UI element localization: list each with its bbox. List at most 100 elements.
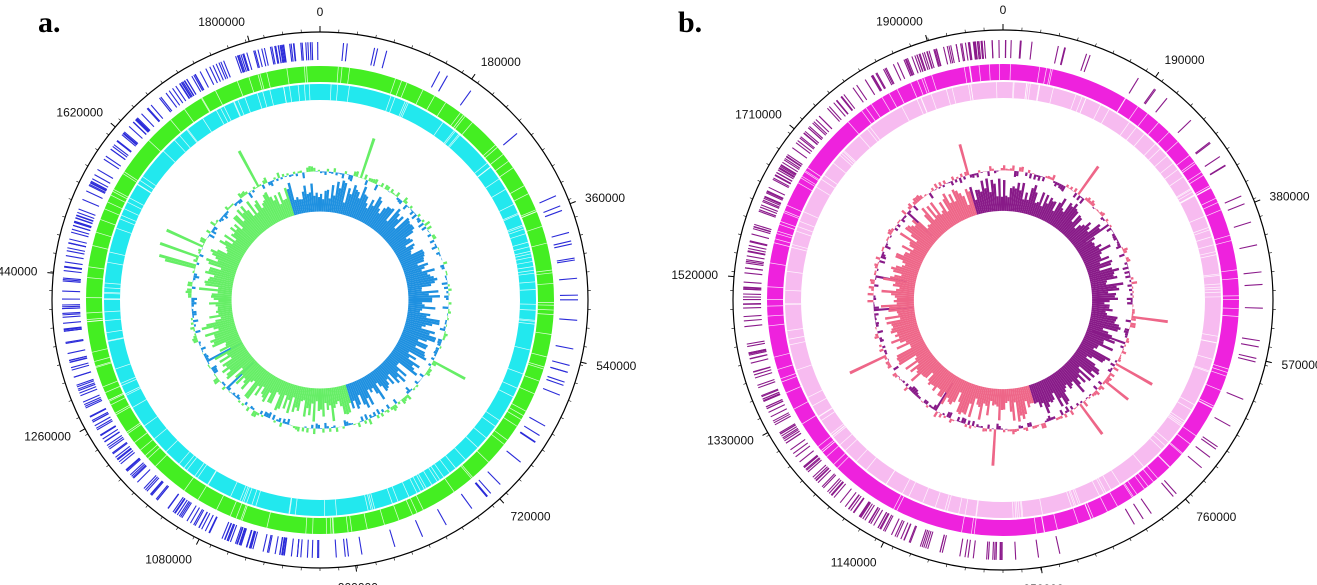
gc-content-plot-bar (1037, 175, 1041, 181)
minor-tick (1077, 559, 1079, 563)
track-gap (104, 318, 121, 321)
feature-mark (744, 272, 763, 276)
gc-skew-bar (218, 311, 233, 315)
track-gap (1194, 229, 1210, 236)
track-gap (1212, 367, 1228, 373)
minor-tick (1203, 480, 1207, 483)
feature-mark (436, 509, 447, 526)
feature-mark (923, 52, 931, 70)
gc-skew-bar (254, 372, 272, 396)
major-tick (1254, 199, 1261, 203)
gc-content-plot-bar (884, 351, 888, 355)
gc-skew-bar (895, 265, 919, 275)
feature-mark (194, 509, 205, 526)
feature-mark (871, 75, 882, 92)
gc-content-plot-bar (943, 415, 947, 419)
track-gap (1169, 443, 1182, 455)
feature-mark (743, 306, 762, 309)
track-gap (305, 517, 308, 534)
track-gap (1126, 127, 1137, 141)
track-gap (1203, 202, 1219, 210)
feature-mark (934, 48, 941, 67)
gc-skew-bar (226, 356, 254, 380)
gc-skew-bar (931, 369, 950, 392)
gc-skew-bar (1037, 381, 1051, 408)
track-gap (789, 341, 806, 346)
track-gap (482, 416, 496, 427)
gc-skew-bar (1023, 199, 1029, 214)
feature-mark (974, 41, 978, 60)
tick-label: 760000 (1196, 510, 1236, 524)
track-gap (818, 407, 833, 418)
gc-content-plot-bar (438, 249, 440, 252)
feature-mark (743, 288, 762, 291)
gc-content-plot-bar (273, 177, 277, 180)
gc-content-plot-bar (328, 428, 332, 432)
gc-content-plot-bar (1077, 165, 1100, 196)
gc-content-plot-bar (446, 291, 449, 294)
gc-skew-bar (334, 188, 342, 214)
gc-content-plot-bar (442, 337, 446, 341)
feature-mark (215, 63, 224, 81)
gc-content-plot-bar (1129, 326, 1131, 330)
track-gap (921, 78, 928, 94)
gc-content-plot-bar (1046, 418, 1050, 422)
gc-content-plot-bar (191, 286, 196, 290)
track-gap (223, 106, 232, 121)
gc-content-plot-bar (1118, 356, 1122, 360)
gc-content-plot-bar (251, 407, 255, 411)
gc-skew-bar (901, 264, 919, 273)
gc-skew-bar (1086, 329, 1111, 340)
gc-skew-bar (1004, 389, 1008, 404)
track-gap (1033, 517, 1037, 534)
gc-content-plot-bar (1012, 165, 1015, 171)
feature-mark (381, 50, 388, 69)
gc-content-plot-bar (415, 384, 419, 388)
gc-content-plot-bar (1122, 348, 1125, 352)
track-gap (244, 97, 251, 113)
track-gap (973, 518, 977, 535)
track-gap (821, 440, 834, 451)
gc-skew-bar (395, 243, 415, 256)
gc-skew-bar (262, 373, 273, 388)
feature-mark (236, 55, 244, 73)
feature-mark (870, 508, 881, 525)
track-gap (896, 88, 905, 104)
gc-skew-bar (899, 314, 916, 320)
gc-content-plot-bar (1088, 200, 1092, 204)
gc-content-plot-bar (431, 245, 438, 251)
gc-content-plot-bar (1131, 281, 1138, 285)
track-gap (812, 397, 827, 407)
track-gap (105, 386, 120, 394)
feature-mark (758, 209, 777, 217)
reverse-cds-track (104, 84, 536, 516)
feature-mark (1202, 436, 1218, 448)
gc-skew-bar (402, 263, 418, 271)
gc-skew-bar (343, 193, 352, 216)
gc-skew-bar (408, 297, 433, 300)
tick-label: 1710000 (735, 108, 782, 122)
gc-skew-bar (370, 371, 383, 387)
minor-tick (76, 180, 80, 183)
gc-content-plot-bar (867, 292, 874, 296)
feature-mark (786, 155, 802, 167)
track-gap (843, 150, 857, 162)
gc-content-plot-bar (1097, 386, 1102, 391)
track-gap (1036, 85, 1041, 101)
feature-mark (306, 539, 309, 558)
feature-mark (749, 240, 768, 246)
gc-skew-bar (934, 218, 947, 233)
gc-content-plot-bar (447, 315, 449, 318)
gc-skew-bar (406, 316, 440, 326)
gc-skew-bar (350, 197, 361, 218)
feature-mark (765, 192, 783, 201)
track-gap (799, 220, 815, 228)
gc-skew-bar (990, 179, 996, 212)
gc-content-plot-bar (294, 426, 298, 430)
track-gap (507, 411, 522, 420)
track-gap (109, 251, 126, 256)
track-gap (430, 466, 441, 480)
gc-content-plot-bar (1020, 425, 1024, 429)
feature-mark (890, 518, 900, 536)
track-gap (1179, 194, 1195, 203)
